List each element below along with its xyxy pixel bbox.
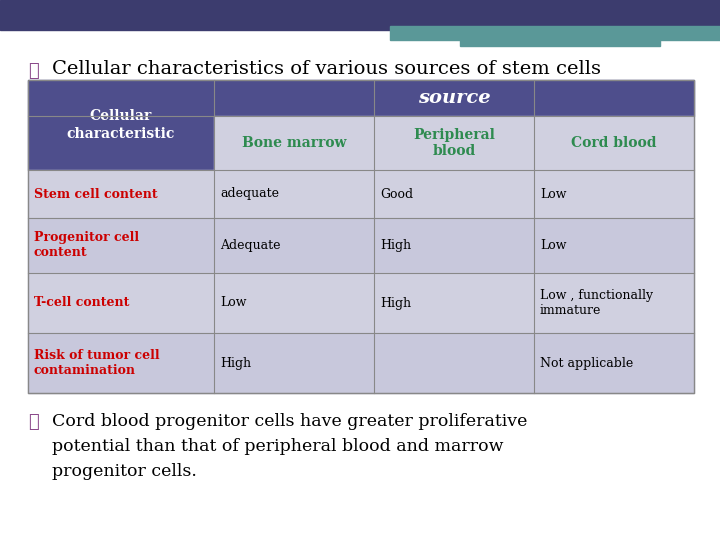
Text: source: source	[418, 89, 490, 107]
Bar	[214, 333, 374, 393]
Text: Stem cell content: Stem cell content	[34, 187, 158, 200]
Bar	[374, 273, 534, 333]
Bar	[534, 116, 694, 170]
Text: Cellular
characteristic: Cellular characteristic	[67, 109, 175, 140]
Bar	[390, 26, 720, 40]
Bar	[28, 80, 214, 170]
Bar	[214, 80, 694, 116]
Bar	[214, 273, 374, 333]
Text: Adequate: Adequate	[220, 239, 281, 252]
Bar	[534, 273, 694, 333]
Text: Good: Good	[380, 187, 413, 200]
Text: Low: Low	[540, 187, 567, 200]
Text: Progenitor cell
content: Progenitor cell content	[34, 232, 139, 260]
Text: Peripheral
blood: Peripheral blood	[413, 128, 495, 158]
Bar	[28, 333, 214, 393]
Text: High: High	[380, 239, 411, 252]
Text: Cord blood progenitor cells have greater proliferative
potential than that of pe: Cord blood progenitor cells have greater…	[52, 413, 527, 480]
Bar	[374, 218, 534, 273]
Bar	[374, 116, 534, 170]
Text: Low: Low	[540, 239, 567, 252]
Text: Not applicable: Not applicable	[540, 356, 634, 369]
Bar	[534, 333, 694, 393]
Bar	[374, 170, 534, 218]
Bar	[28, 170, 214, 218]
Text: Low: Low	[220, 296, 246, 309]
Text: ❑: ❑	[28, 62, 39, 80]
Text: Cellular characteristics of various sources of stem cells: Cellular characteristics of various sour…	[52, 60, 601, 78]
Text: ❑: ❑	[28, 413, 39, 431]
Bar	[374, 333, 534, 393]
Bar	[534, 218, 694, 273]
Bar	[214, 170, 374, 218]
Bar	[214, 218, 374, 273]
Text: Bone marrow: Bone marrow	[242, 136, 346, 150]
Text: High: High	[220, 356, 251, 369]
Bar	[28, 273, 214, 333]
Bar	[28, 80, 694, 393]
Text: adequate: adequate	[220, 187, 279, 200]
Text: T-cell content: T-cell content	[34, 296, 130, 309]
Text: Cord blood: Cord blood	[571, 136, 657, 150]
Bar	[28, 218, 214, 273]
Bar	[534, 170, 694, 218]
Bar	[0, 0, 720, 30]
Bar	[460, 38, 660, 46]
Text: High: High	[380, 296, 411, 309]
Bar	[214, 116, 374, 170]
Text: Risk of tumor cell
contamination: Risk of tumor cell contamination	[34, 349, 160, 377]
Text: Low , functionally
immature: Low , functionally immature	[540, 289, 653, 317]
